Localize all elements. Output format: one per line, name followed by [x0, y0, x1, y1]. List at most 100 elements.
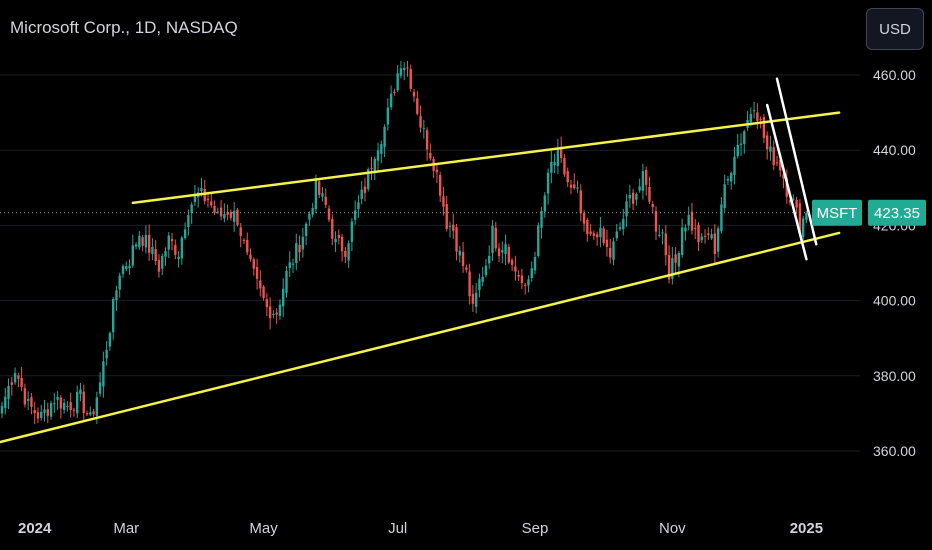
- candle: [533, 251, 537, 275]
- candle: [203, 179, 206, 205]
- candle: [128, 259, 131, 275]
- candle: [455, 223, 458, 261]
- candle: [484, 258, 488, 278]
- candle: [177, 251, 180, 268]
- candle: [481, 267, 484, 287]
- candle: [658, 224, 661, 238]
- candle: [252, 257, 255, 276]
- candle: [357, 195, 360, 218]
- candle: [775, 156, 779, 167]
- candle: [474, 282, 478, 314]
- candle: [507, 244, 511, 265]
- candle: [85, 410, 89, 416]
- candle: [275, 308, 278, 324]
- candle: [373, 156, 376, 181]
- candle: [540, 206, 543, 239]
- candle: [239, 223, 242, 248]
- candle: [801, 215, 805, 241]
- candle: [602, 226, 605, 246]
- candle: [501, 241, 504, 264]
- candle: [89, 406, 92, 417]
- candle: [236, 207, 239, 227]
- candle: [105, 340, 108, 366]
- y-tick-label: 380.00: [873, 368, 916, 384]
- x-tick-label: Jul: [388, 520, 407, 537]
- candle: [43, 399, 46, 422]
- candle: [452, 213, 455, 239]
- candle: [367, 167, 370, 192]
- y-tick-label: 400.00: [873, 293, 916, 309]
- candle: [625, 194, 628, 227]
- chart-title: Microsoft Corp., 1D, NASDAQ: [10, 18, 238, 37]
- candle: [559, 136, 563, 163]
- candle: [586, 217, 589, 242]
- candle: [684, 224, 687, 241]
- trendline-upper-resistance[interactable]: [131, 111, 841, 205]
- candle: [429, 143, 432, 161]
- candle: [631, 188, 635, 211]
- candle: [69, 392, 72, 418]
- trendline-lower-support[interactable]: [0, 231, 841, 447]
- candle: [393, 88, 396, 96]
- candle: [72, 407, 76, 417]
- x-tick-label: Nov: [659, 520, 686, 537]
- candle: [403, 62, 406, 81]
- candle: [524, 282, 527, 295]
- candle: [697, 222, 700, 251]
- candle: [334, 231, 337, 252]
- candle: [713, 224, 717, 265]
- candle: [723, 174, 726, 212]
- candle: [592, 230, 596, 240]
- candle: [389, 85, 393, 110]
- candle: [268, 297, 272, 330]
- candle: [409, 64, 412, 92]
- candle: [317, 178, 321, 199]
- candle: [396, 65, 399, 92]
- trendline-channel-upper[interactable]: [775, 77, 818, 246]
- candle: [327, 205, 331, 223]
- candle: [298, 235, 301, 262]
- candle: [599, 216, 602, 248]
- candle: [246, 232, 249, 256]
- candle: [805, 210, 808, 224]
- candle: [550, 150, 553, 184]
- candle: [151, 238, 154, 261]
- price-tag-symbol-bg: [812, 199, 862, 226]
- candle: [425, 127, 429, 161]
- candle: [478, 273, 481, 298]
- candle: [347, 240, 350, 269]
- candle: [582, 209, 586, 232]
- candle: [242, 238, 246, 245]
- candle: [180, 235, 184, 265]
- candle: [736, 133, 739, 159]
- candle: [720, 197, 723, 234]
- candle: [416, 91, 419, 116]
- candle: [53, 392, 56, 413]
- candle: [733, 147, 736, 185]
- candle: [710, 228, 713, 240]
- candle: [609, 238, 612, 264]
- candle: [622, 208, 625, 236]
- time-axis[interactable]: 2024 Mar May Jul Sep Nov 2025: [18, 520, 823, 537]
- candle: [314, 174, 318, 214]
- currency-button[interactable]: USD: [866, 8, 924, 50]
- candle: [641, 163, 645, 200]
- candle: [661, 228, 664, 245]
- candle: [0, 401, 4, 419]
- candle: [795, 196, 798, 215]
- candle: [448, 221, 452, 238]
- candle: [707, 227, 710, 240]
- candle: [383, 124, 386, 157]
- candle: [144, 225, 148, 254]
- trendline-channel-lower[interactable]: [765, 103, 808, 261]
- candle: [762, 114, 766, 144]
- candle: [605, 229, 609, 257]
- candle: [92, 408, 95, 417]
- candle: [10, 376, 14, 396]
- candle: [288, 251, 291, 278]
- candle: [102, 351, 105, 398]
- candle: [255, 258, 259, 290]
- candle: [756, 103, 759, 129]
